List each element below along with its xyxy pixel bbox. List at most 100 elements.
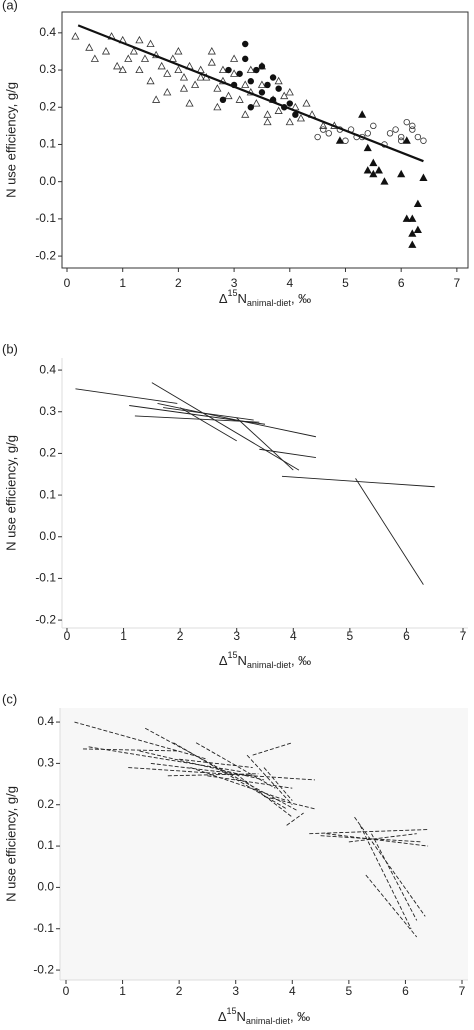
x-label-part: Δ bbox=[218, 1009, 227, 1024]
point bbox=[252, 99, 261, 107]
point bbox=[409, 122, 416, 130]
segment-line bbox=[144, 727, 299, 812]
point bbox=[174, 65, 183, 74]
y-axis-label: N use efficiency, g/g bbox=[3, 82, 18, 198]
x-label-part: Δ bbox=[219, 291, 228, 306]
x-label-part: Δ bbox=[219, 653, 228, 668]
x-tick-label: 0 bbox=[63, 984, 70, 998]
point bbox=[369, 169, 378, 178]
y-tick-label: 0.2 bbox=[39, 446, 56, 460]
point bbox=[402, 214, 411, 222]
segment-line bbox=[348, 833, 417, 843]
point bbox=[274, 106, 283, 114]
point bbox=[146, 39, 155, 47]
point bbox=[179, 73, 189, 81]
x-label-part: , ‰ bbox=[291, 291, 311, 306]
point bbox=[235, 95, 244, 103]
point bbox=[275, 85, 282, 92]
point bbox=[397, 169, 406, 178]
point bbox=[113, 61, 122, 70]
point bbox=[157, 61, 166, 70]
point bbox=[207, 47, 216, 55]
point bbox=[174, 47, 183, 55]
point bbox=[179, 84, 189, 92]
segment-line bbox=[263, 796, 316, 810]
point bbox=[225, 66, 232, 74]
segment-line bbox=[354, 816, 426, 917]
panel-label: (b) bbox=[2, 341, 18, 356]
segment-line bbox=[371, 833, 418, 921]
x-tick-label: 1 bbox=[119, 276, 126, 290]
point bbox=[124, 54, 133, 62]
y-tick-label: -0.1 bbox=[35, 571, 56, 585]
point bbox=[163, 69, 172, 77]
point bbox=[319, 121, 328, 129]
y-tick-label: 0.0 bbox=[37, 880, 54, 894]
segment-line bbox=[195, 742, 276, 789]
point bbox=[213, 102, 222, 111]
y-tick-label: 0.1 bbox=[39, 487, 56, 501]
x-tick-label: 1 bbox=[120, 629, 127, 643]
x-tick-label: 3 bbox=[232, 984, 239, 998]
y-tick-label: -0.2 bbox=[35, 248, 56, 262]
point bbox=[263, 117, 272, 126]
point bbox=[241, 80, 250, 88]
x-tick-label: 6 bbox=[398, 276, 405, 290]
point bbox=[419, 173, 428, 181]
point bbox=[218, 65, 228, 74]
x-tick-label: 7 bbox=[460, 629, 467, 643]
segment-line bbox=[259, 448, 316, 459]
x-label-part: , ‰ bbox=[291, 653, 311, 668]
point bbox=[140, 54, 150, 62]
point bbox=[152, 95, 161, 103]
point bbox=[408, 214, 417, 222]
point bbox=[258, 89, 266, 96]
point bbox=[163, 87, 172, 96]
point bbox=[374, 166, 383, 174]
x-tick-label: 3 bbox=[231, 276, 238, 290]
point bbox=[408, 229, 417, 237]
x-label-part: 15 bbox=[228, 288, 238, 298]
segment-line bbox=[167, 773, 259, 777]
point bbox=[280, 91, 289, 100]
segment-line bbox=[263, 767, 293, 801]
y-tick-label: 0.2 bbox=[39, 99, 56, 113]
segment-line bbox=[281, 475, 435, 488]
x-tick-label: 4 bbox=[286, 276, 293, 290]
x-tick-label: 2 bbox=[177, 629, 184, 643]
y-tick-label: -0.2 bbox=[33, 962, 54, 976]
point bbox=[230, 54, 239, 62]
point bbox=[403, 118, 410, 126]
point bbox=[286, 100, 293, 107]
x-tick-label: 2 bbox=[176, 984, 183, 998]
point bbox=[285, 87, 294, 96]
point bbox=[146, 76, 155, 85]
y-tick-label: 0.2 bbox=[37, 797, 54, 811]
segment-line bbox=[179, 407, 237, 442]
point bbox=[408, 240, 417, 248]
y-axis-label: N use efficiency, g/g bbox=[3, 435, 18, 551]
x-label-part: N bbox=[238, 653, 247, 668]
segment-line bbox=[365, 874, 418, 938]
point bbox=[414, 133, 422, 141]
segment-line bbox=[190, 767, 287, 802]
point bbox=[335, 136, 344, 144]
point bbox=[302, 99, 311, 107]
point bbox=[224, 91, 233, 100]
y-axis-label: N use efficiency, g/g bbox=[3, 786, 18, 902]
x-label-part: , ‰ bbox=[290, 1009, 310, 1024]
point bbox=[71, 32, 80, 40]
x-label-part: N bbox=[238, 291, 247, 306]
y-tick-label: 0.0 bbox=[39, 174, 56, 188]
point bbox=[258, 63, 266, 70]
point bbox=[236, 70, 243, 77]
x-tick-label: 2 bbox=[175, 276, 182, 290]
point bbox=[213, 84, 222, 92]
x-tick-label: 1 bbox=[119, 984, 126, 998]
point bbox=[242, 55, 249, 63]
point bbox=[247, 78, 254, 85]
point bbox=[402, 136, 411, 144]
point bbox=[135, 35, 144, 44]
x-label-part: N bbox=[237, 1009, 246, 1024]
